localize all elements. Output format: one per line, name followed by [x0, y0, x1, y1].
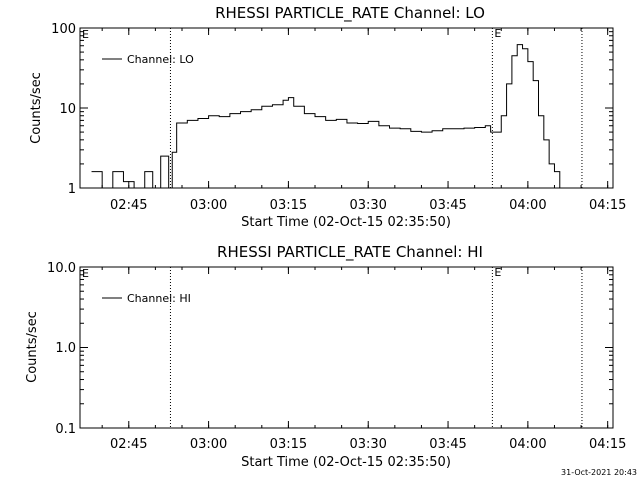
panel-lo-xlabel: Start Time (02-Oct-15 02:35:50): [241, 215, 451, 230]
panel-hi-start-marker-label: E: [82, 267, 89, 280]
panel-lo-legend: Channel: LO: [102, 53, 194, 66]
panel-hi-xtick-label: 03:45: [429, 437, 466, 452]
panel-lo-xtick-label: 03:00: [190, 198, 227, 213]
panel-lo-xtick-label: 04:15: [589, 198, 626, 213]
panel-hi-xtick-label: 04:15: [589, 437, 626, 452]
panel-lo-xtick-label: 03:45: [429, 198, 466, 213]
panel-lo-ticks: [80, 27, 613, 189]
panel-hi-xtick-label: 02:45: [110, 437, 147, 452]
panel-hi-markers: E: [169, 266, 583, 428]
panel-hi-legend: Channel: HI: [102, 292, 191, 305]
panel-hi-ylabel: Counts/sec: [25, 311, 40, 383]
panel-lo-y-tick-labels: 1 10 100: [51, 22, 76, 197]
panel-lo-ytick-label: 100: [51, 22, 76, 37]
panel-hi-xtick-label: 03:30: [349, 437, 386, 452]
panel-lo-title: RHESSI PARTICLE_RATE Channel: LO: [215, 4, 485, 23]
time-marker-label: E: [494, 266, 501, 279]
panel-lo-xtick-label: 03:15: [270, 198, 307, 213]
panel-hi-legend-label: Channel: HI: [127, 292, 191, 305]
panel-hi-x-tick-labels: 02:45 03:00 03:15 03:30 03:45 04:00 04:1…: [110, 437, 626, 452]
time-marker-label: E: [494, 27, 501, 40]
panel-lo-legend-label: Channel: LO: [127, 53, 194, 66]
panel-hi-y-tick-labels: 0.1 1.0 10.0: [47, 261, 76, 437]
panel-lo-xtick-label: 03:30: [349, 198, 386, 213]
panel-hi-ytick-label: 1.0: [55, 341, 76, 356]
panel-hi-xtick-label: 04:00: [509, 437, 546, 452]
panel-hi-xlabel: Start Time (02-Oct-15 02:35:50): [241, 455, 451, 470]
panel-lo-start-marker-label: E: [82, 28, 89, 41]
panel-lo-plot-frame: [79, 27, 614, 189]
panel-hi-ytick-label: 10.0: [47, 261, 76, 276]
panel-lo-ytick-label: 1: [68, 182, 76, 197]
panel-hi: RHESSI PARTICLE_RATE Channel: HI Counts/…: [25, 243, 626, 470]
panel-lo-xtick-label: 04:00: [509, 198, 546, 213]
panel-hi-title: RHESSI PARTICLE_RATE Channel: HI: [217, 243, 483, 262]
panel-hi-ytick-label: 0.1: [55, 422, 76, 437]
footer-timestamp: 31-Oct-2021 20:43: [561, 468, 637, 477]
panel-hi-ticks: [80, 266, 613, 429]
panel-lo-xtick-label: 02:45: [110, 198, 147, 213]
panel-lo-ylabel: Counts/sec: [29, 72, 44, 144]
series-line-lo: [91, 44, 571, 189]
panel-lo-ytick-label: 10: [59, 102, 76, 117]
panel-hi-xtick-label: 03:15: [270, 437, 307, 452]
panel-lo: RHESSI PARTICLE_RATE Channel: LO Counts/…: [29, 4, 626, 230]
panel-lo-markers: E: [169, 27, 583, 188]
panel-lo-x-tick-labels: 02:45 03:00 03:15 03:30 03:45 04:00 04:1…: [110, 198, 626, 213]
panel-lo-series: [91, 44, 571, 189]
panel-hi-xtick-label: 03:00: [190, 437, 227, 452]
